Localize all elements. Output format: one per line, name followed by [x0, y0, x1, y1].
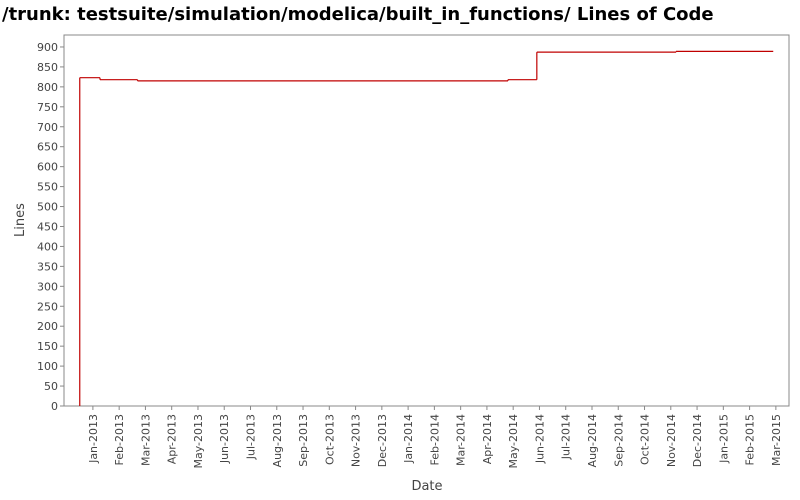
x-tick-label: Feb-2015 — [744, 414, 757, 465]
x-tick-label: Aug-2014 — [586, 414, 599, 467]
y-tick-label: 250 — [37, 300, 58, 313]
x-tick-label: Jun-2013 — [218, 414, 231, 464]
y-tick-label: 0 — [51, 400, 58, 413]
x-tick-label: Feb-2014 — [428, 414, 441, 465]
x-tick-label: Jan-2014 — [402, 414, 415, 464]
x-tick-label: Jul-2014 — [560, 414, 573, 460]
y-tick-label: 200 — [37, 320, 58, 333]
x-axis-label: Date — [411, 479, 442, 494]
y-tick-label: 400 — [37, 240, 58, 253]
y-tick-label: 150 — [37, 340, 58, 353]
chart-title: /trunk: testsuite/simulation/modelica/bu… — [2, 4, 714, 25]
x-tick-label: May-2013 — [192, 414, 205, 469]
x-tick-label: Jul-2013 — [245, 414, 258, 460]
x-tick-label: Dec-2013 — [376, 414, 389, 467]
x-tick-label: Mar-2014 — [455, 414, 468, 466]
x-tick-label: Sep-2014 — [612, 414, 625, 467]
y-tick-label: 100 — [37, 360, 58, 373]
x-tick-label: Jan-2013 — [87, 414, 100, 464]
y-tick-label: 700 — [37, 121, 58, 134]
x-tick-label: Apr-2014 — [481, 414, 494, 464]
y-axis-label: Lines — [13, 203, 28, 237]
y-tick-label: 350 — [37, 260, 58, 273]
y-tick-label: 550 — [37, 181, 58, 194]
x-tick-label: Dec-2014 — [691, 414, 704, 467]
x-tick-label: Oct-2013 — [323, 414, 336, 465]
x-tick-label: Mar-2013 — [139, 414, 152, 466]
y-tick-label: 750 — [37, 101, 58, 114]
y-tick-label: 300 — [37, 280, 58, 293]
plot-area — [63, 34, 790, 407]
y-tick-label: 450 — [37, 220, 58, 233]
x-tick-label: Aug-2013 — [271, 414, 284, 467]
x-tick-label: Apr-2013 — [166, 414, 179, 464]
x-tick-label: Sep-2013 — [297, 414, 310, 467]
y-tick-label: 500 — [37, 201, 58, 214]
y-tick-label: 600 — [37, 161, 58, 174]
x-tick-label: Feb-2013 — [113, 414, 126, 465]
x-tick-label: May-2014 — [507, 414, 520, 469]
x-tick-label: Jun-2014 — [533, 414, 546, 464]
x-tick-label: Nov-2013 — [350, 414, 363, 467]
y-tick-label: 850 — [37, 61, 58, 74]
y-tick-label: 650 — [37, 141, 58, 154]
y-tick-label: 800 — [37, 81, 58, 94]
y-tick-label: 50 — [44, 380, 58, 393]
x-tick-label: Oct-2014 — [639, 414, 652, 465]
x-tick-label: Nov-2014 — [665, 414, 678, 467]
x-tick-label: Jan-2015 — [717, 414, 730, 464]
x-tick-label: Mar-2015 — [770, 414, 783, 466]
y-tick-label: 900 — [37, 41, 58, 54]
